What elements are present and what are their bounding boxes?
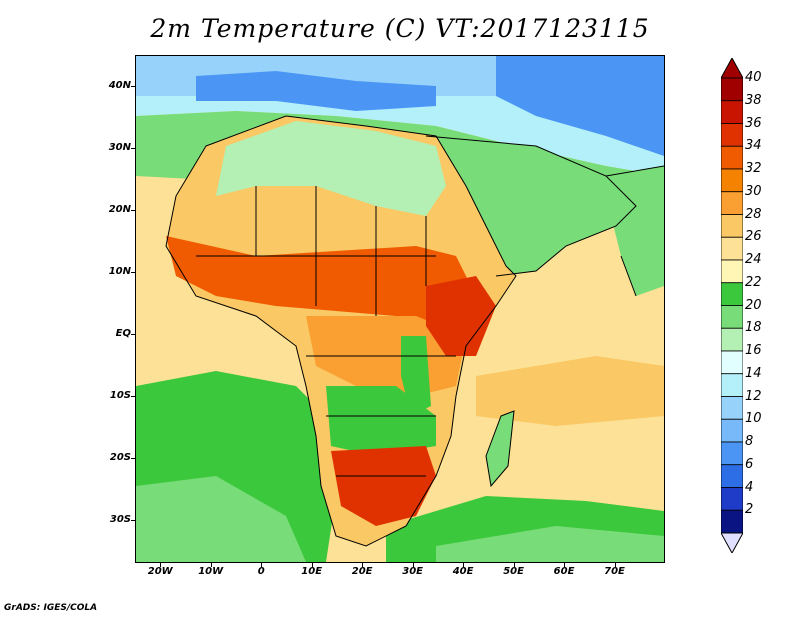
colorbar bbox=[721, 58, 743, 553]
lon-label: 70E bbox=[604, 566, 625, 577]
lat-tick bbox=[131, 85, 135, 87]
colorbar-level-label: 28 bbox=[745, 206, 762, 222]
colorbar-level-label: 24 bbox=[745, 252, 762, 267]
sahara-cool bbox=[216, 121, 446, 216]
lat-label: 10S bbox=[109, 389, 131, 401]
colorbar-level-label: 4 bbox=[745, 479, 754, 495]
colorbar-level-label: 2 bbox=[745, 502, 754, 518]
colorbar-swatch bbox=[721, 77, 743, 102]
lat-tick bbox=[131, 395, 135, 397]
south-indian-cool bbox=[436, 526, 664, 562]
lat-tick bbox=[131, 333, 135, 335]
colorbar-bottom-arrow bbox=[721, 532, 743, 553]
lat-tick bbox=[131, 457, 135, 459]
lon-tick bbox=[210, 563, 212, 567]
temperature-map bbox=[136, 56, 664, 562]
lon-tick bbox=[463, 563, 465, 567]
colorbar-swatch bbox=[721, 259, 743, 284]
indian-ocean-warm bbox=[476, 356, 664, 426]
colorbar-level-label: 14 bbox=[745, 365, 762, 381]
colorbar-level-label: 32 bbox=[745, 161, 762, 176]
mediterranean-sea bbox=[196, 71, 436, 111]
lon-tick bbox=[564, 563, 566, 567]
colorbar-swatch bbox=[721, 509, 743, 534]
iran-cold bbox=[496, 56, 664, 156]
madagascar-land bbox=[486, 411, 514, 486]
lat-label: 10N bbox=[108, 265, 131, 277]
lat-tick bbox=[131, 147, 135, 149]
india-land bbox=[606, 166, 664, 296]
lon-tick bbox=[160, 563, 162, 567]
colorbar-swatch bbox=[721, 487, 743, 511]
southern-africa-green bbox=[326, 386, 436, 456]
lon-label: 60E bbox=[553, 566, 575, 577]
lon-tick bbox=[311, 563, 313, 567]
lat-label: 40N bbox=[108, 79, 131, 91]
colorbar-swatch bbox=[721, 145, 743, 170]
colorbar-level-label: 38 bbox=[745, 92, 762, 108]
colorbar-swatch bbox=[721, 327, 743, 352]
colorbar-swatch bbox=[721, 350, 743, 375]
sahel-hot bbox=[166, 236, 476, 326]
lon-label: 40E bbox=[452, 566, 474, 577]
colorbar-swatch bbox=[721, 396, 743, 420]
colorbar-level-label: 22 bbox=[745, 274, 762, 290]
lat-label: 20N bbox=[108, 203, 131, 215]
lat-label: 30N bbox=[108, 141, 131, 153]
lon-tick bbox=[261, 563, 263, 567]
colorbar-level-label: 12 bbox=[745, 388, 762, 404]
colorbar-level-label: 30 bbox=[745, 183, 762, 199]
colorbar-swatch bbox=[721, 168, 743, 193]
colorbar-swatch bbox=[721, 373, 743, 397]
lat-tick bbox=[131, 271, 135, 273]
lon-label: 30E bbox=[402, 566, 423, 577]
colorbar-level-label: 18 bbox=[745, 320, 762, 336]
lon-tick bbox=[614, 563, 616, 567]
east-africa-hot bbox=[426, 276, 496, 356]
colorbar-level-label: 34 bbox=[745, 138, 762, 154]
lat-label: EQ bbox=[115, 327, 131, 339]
colorbar-level-label: 26 bbox=[745, 229, 762, 245]
colorbar-level-label: 40 bbox=[745, 70, 762, 85]
colorbar-swatch bbox=[721, 236, 743, 261]
lat-label: 20S bbox=[109, 451, 131, 463]
colorbar-swatch bbox=[721, 214, 743, 238]
colorbar-swatch bbox=[721, 305, 743, 329]
map-title: 2m Temperature (C) VT:2017123115 bbox=[150, 14, 650, 43]
lon-label: 10E bbox=[301, 566, 323, 577]
lon-label: 20W bbox=[147, 566, 173, 577]
kalahari-hot bbox=[331, 446, 436, 526]
colorbar-level-label: 16 bbox=[745, 343, 762, 358]
lon-tick bbox=[362, 563, 364, 567]
colorbar-level-label: 10 bbox=[745, 411, 762, 427]
colorbar-level-label: 36 bbox=[745, 115, 762, 131]
colorbar-level-label: 20 bbox=[745, 297, 762, 313]
north-cool-band bbox=[136, 96, 664, 176]
colorbar-top-arrow bbox=[721, 58, 743, 79]
lat-tick bbox=[131, 519, 135, 521]
grads-credit: GrADS: IGES/COLA bbox=[4, 603, 98, 613]
map-frame bbox=[135, 55, 665, 563]
lon-label: 20E bbox=[351, 566, 373, 577]
lat-tick bbox=[131, 209, 135, 211]
lon-tick bbox=[412, 563, 414, 567]
colorbar-swatch bbox=[721, 418, 743, 443]
lat-label: 30S bbox=[109, 513, 131, 525]
colorbar-level-label: 6 bbox=[745, 456, 754, 472]
colorbar-level-label: 8 bbox=[745, 434, 754, 449]
colorbar-swatch bbox=[721, 464, 743, 488]
lon-label: 0 bbox=[257, 566, 265, 577]
colorbar-swatch bbox=[721, 441, 743, 466]
country-borders bbox=[165, 115, 664, 547]
lon-label: 50E bbox=[503, 566, 524, 577]
south-atlantic-cool bbox=[136, 476, 306, 562]
colorbar-swatch bbox=[721, 191, 743, 215]
colorbar-swatch bbox=[721, 123, 743, 147]
lon-label: 10W bbox=[198, 566, 224, 577]
colorbar-swatch bbox=[721, 100, 743, 124]
colorbar-swatch bbox=[721, 282, 743, 306]
lon-tick bbox=[513, 563, 515, 567]
